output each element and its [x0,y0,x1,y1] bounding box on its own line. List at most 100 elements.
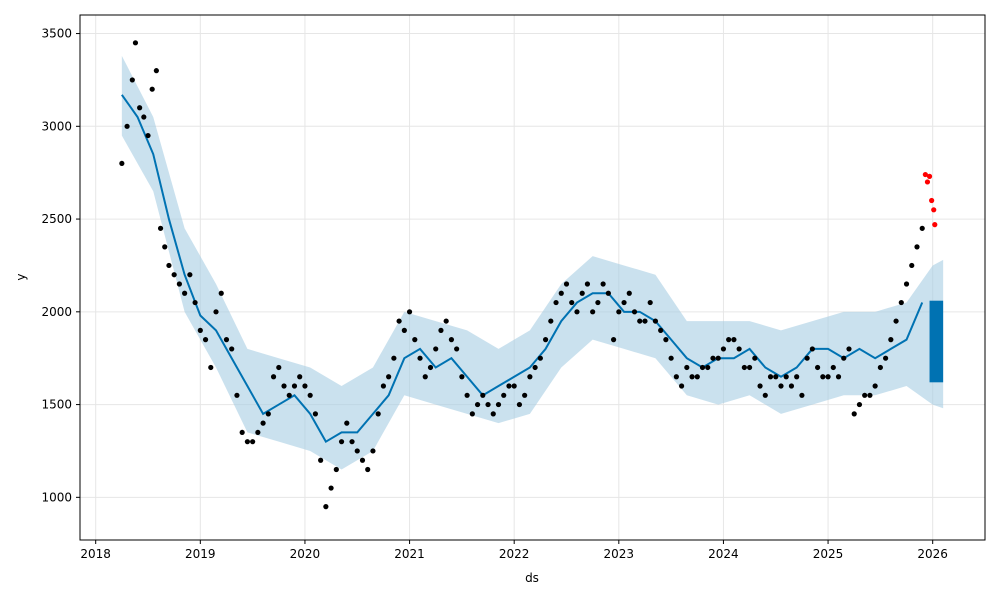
observed-point [600,281,606,287]
observed-point [365,466,371,473]
observed-point [783,374,789,380]
observed-point [715,355,721,361]
observed-point [328,485,334,491]
x-tick-label: 2023 [604,547,635,561]
observed-point [218,290,224,296]
observed-point [380,383,387,389]
observed-point [244,439,250,445]
observed-point [307,392,313,398]
observed-point [260,420,266,426]
observed-point [132,40,139,46]
observed-point [898,299,904,306]
x-tick-label: 2022 [499,547,530,561]
observed-point [741,364,747,371]
observed-point [537,355,543,361]
observed-point [501,392,507,398]
y-tick-label: 3500 [41,27,72,41]
x-tick-label: 2019 [185,547,216,561]
observed-point [270,374,277,380]
observed-point [192,299,198,306]
observed-point [846,346,852,352]
observed-point [631,309,638,315]
observed-point [182,290,188,296]
observed-point [893,318,899,324]
observed-point [448,337,455,343]
holdout-point [924,179,931,185]
observed-point [678,383,685,389]
observed-point [605,290,611,296]
observed-point [652,318,659,324]
observed-point [281,383,287,389]
observed-point [788,383,795,389]
holdout-point [931,207,937,213]
observed-point [291,383,298,389]
observed-point [474,401,481,408]
observed-point [778,383,784,389]
observed-point [197,327,203,333]
observed-point [137,105,143,111]
observed-point [234,392,240,398]
observed-point [548,318,554,324]
observed-point [542,337,549,343]
observed-point [338,439,345,445]
observed-point [574,309,580,315]
observed-point [438,327,444,333]
observed-point [642,318,648,324]
observed-point [469,411,475,417]
observed-point [851,411,857,417]
observed-point [731,337,737,343]
observed-point [124,123,130,129]
observed-point [223,337,230,343]
observed-points-layer [119,40,925,510]
observed-point [689,374,695,380]
observed-point [406,309,413,315]
observed-point [835,374,842,380]
observed-point [888,337,894,343]
y-tick-label: 3000 [41,119,72,133]
observed-point [490,411,496,417]
observed-point [187,272,193,278]
observed-point [637,318,643,324]
observed-point [286,392,292,398]
forecast-line-layer [121,94,924,444]
observed-point [804,355,810,361]
observed-point [825,374,831,380]
observed-point [647,299,653,306]
y-tick-label: 1000 [41,490,72,504]
observed-point [820,374,826,380]
axis-ticks: 2018 2019 2020 2021 2022 2023 2024 2025 2026 1000… [41,27,948,561]
observed-point [459,374,465,380]
observed-point [208,364,214,371]
holdout-point [932,222,938,228]
observed-point [157,225,164,231]
observed-point [443,318,449,324]
observed-point [276,364,282,371]
observed-point [265,411,271,417]
observed-point [302,383,308,389]
observed-point [129,77,135,83]
observed-point [333,466,339,473]
observed-point [354,448,360,454]
observed-point [401,327,407,333]
observed-point [752,355,758,361]
observed-point [579,290,585,296]
observed-point [668,355,674,361]
observed-point [239,429,245,436]
observed-point [710,355,716,361]
observed-point [511,383,517,389]
observed-point [584,281,591,287]
observed-point [872,383,878,389]
observed-point [417,355,423,361]
observed-point [569,299,575,306]
observed-point [391,355,397,361]
observed-point [909,262,915,269]
observed-point [694,374,700,380]
observed-point [616,309,622,315]
observed-point [297,374,303,380]
observed-point [794,374,800,380]
observed-point [119,160,125,167]
observed-point [532,364,538,371]
observed-point [412,337,418,343]
